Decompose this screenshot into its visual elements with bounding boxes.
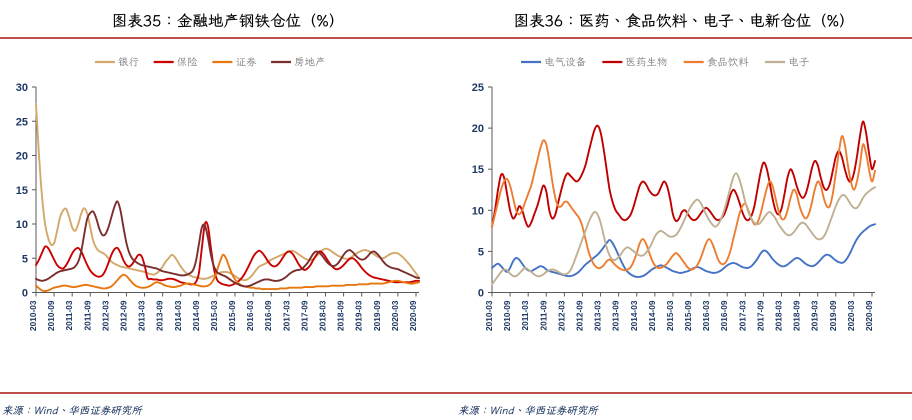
svg-text:2012-09: 2012-09 <box>574 300 584 331</box>
svg-text:2012-09: 2012-09 <box>118 300 128 331</box>
svg-text:2018-03: 2018-03 <box>774 300 784 331</box>
svg-text:2017-09: 2017-09 <box>755 300 765 331</box>
svg-text:2013-03: 2013-03 <box>593 300 603 331</box>
svg-text:15: 15 <box>472 164 484 176</box>
svg-text:20: 20 <box>472 123 484 135</box>
svg-text:25: 25 <box>472 82 484 94</box>
svg-text:2012-03: 2012-03 <box>100 300 110 331</box>
svg-text:2018-09: 2018-09 <box>792 300 802 331</box>
svg-text:15: 15 <box>16 185 28 197</box>
svg-text:2020-03: 2020-03 <box>390 300 400 331</box>
svg-text:房地产: 房地产 <box>294 55 326 69</box>
svg-text:2014-09: 2014-09 <box>191 300 201 331</box>
svg-text:2014-09: 2014-09 <box>647 300 657 331</box>
svg-text:2011-03: 2011-03 <box>64 300 74 330</box>
svg-text:2010-09: 2010-09 <box>502 300 512 331</box>
svg-text:2019-03: 2019-03 <box>810 300 820 331</box>
svg-text:20: 20 <box>16 151 28 163</box>
svg-text:0: 0 <box>22 288 28 300</box>
svg-text:2017-03: 2017-03 <box>737 300 747 331</box>
svg-text:电子: 电子 <box>788 55 810 69</box>
svg-text:2010-03: 2010-03 <box>484 300 494 331</box>
svg-text:2017-03: 2017-03 <box>281 300 291 331</box>
svg-text:2016-09: 2016-09 <box>263 300 273 331</box>
svg-text:2010-09: 2010-09 <box>46 300 56 331</box>
svg-text:2020-03: 2020-03 <box>846 300 856 331</box>
svg-text:2018-09: 2018-09 <box>336 300 346 331</box>
svg-text:2019-03: 2019-03 <box>354 300 364 331</box>
svg-text:2013-09: 2013-09 <box>155 300 165 331</box>
svg-text:2015-09: 2015-09 <box>683 300 693 331</box>
svg-text:2012-03: 2012-03 <box>556 300 566 331</box>
svg-text:证券: 证券 <box>235 55 256 69</box>
svg-text:0: 0 <box>478 288 484 300</box>
svg-text:5: 5 <box>478 246 484 258</box>
svg-text:2014-03: 2014-03 <box>629 300 639 331</box>
svg-text:2011-09: 2011-09 <box>82 300 92 330</box>
svg-text:10: 10 <box>16 219 28 231</box>
svg-text:银行: 银行 <box>118 55 139 69</box>
svg-text:2017-09: 2017-09 <box>299 300 309 331</box>
svg-text:2018-03: 2018-03 <box>318 300 328 331</box>
svg-text:2016-09: 2016-09 <box>719 300 729 331</box>
svg-text:25: 25 <box>16 116 28 128</box>
svg-text:2013-03: 2013-03 <box>137 300 147 331</box>
svg-text:保险: 保险 <box>177 55 198 69</box>
svg-text:2020-09: 2020-09 <box>864 300 874 331</box>
svg-text:30: 30 <box>16 82 28 94</box>
svg-text:2019-09: 2019-09 <box>828 300 838 331</box>
svg-text:10: 10 <box>472 205 484 217</box>
svg-text:2010-03: 2010-03 <box>28 300 38 331</box>
svg-text:医药生物: 医药生物 <box>625 55 667 69</box>
svg-text:2020-09: 2020-09 <box>408 300 418 331</box>
svg-text:2011-09: 2011-09 <box>538 300 548 330</box>
svg-text:食品饮料: 食品饮料 <box>707 55 749 69</box>
svg-text:2014-03: 2014-03 <box>173 300 183 331</box>
svg-text:2019-09: 2019-09 <box>372 300 382 331</box>
svg-text:2015-09: 2015-09 <box>227 300 237 331</box>
svg-text:2013-09: 2013-09 <box>611 300 621 331</box>
svg-text:2016-03: 2016-03 <box>701 300 711 331</box>
svg-text:2011-03: 2011-03 <box>520 300 530 330</box>
svg-text:5: 5 <box>22 253 28 265</box>
svg-text:2016-03: 2016-03 <box>245 300 255 331</box>
svg-text:电气设备: 电气设备 <box>544 55 586 69</box>
svg-text:2015-03: 2015-03 <box>665 300 675 331</box>
svg-text:2015-03: 2015-03 <box>209 300 219 331</box>
